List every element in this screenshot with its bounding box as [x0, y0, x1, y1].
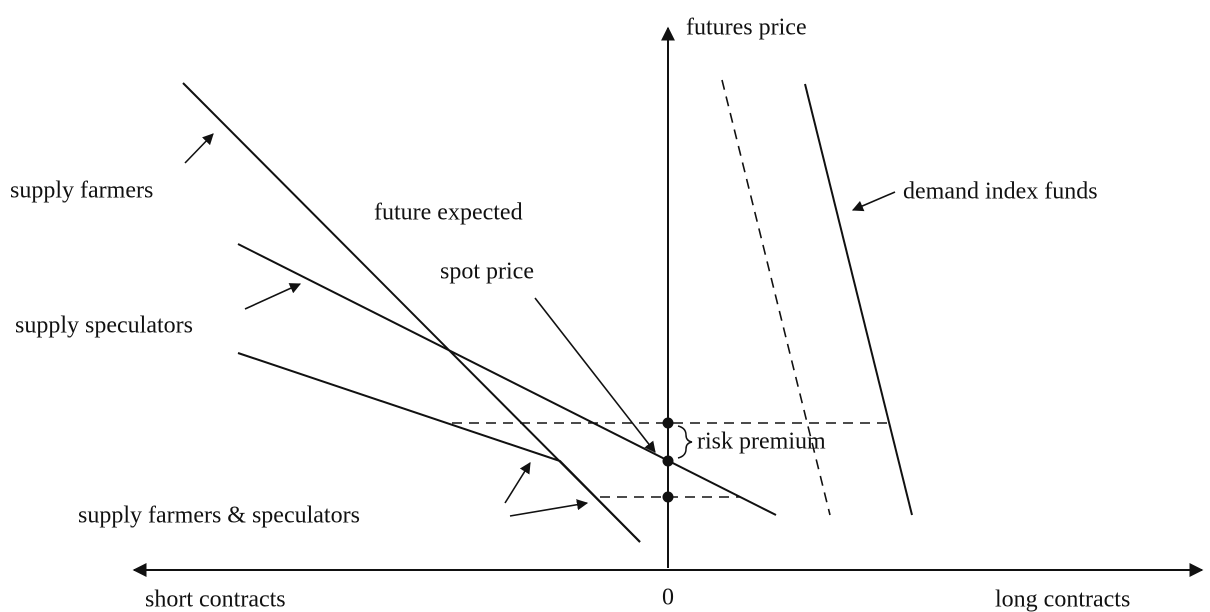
arrow: [534, 297, 656, 453]
y-axis-label: futures price: [686, 15, 807, 41]
dashed-demand-line: [721, 79, 831, 516]
label: spot price: [440, 259, 534, 285]
label: demand index funds: [903, 179, 1098, 205]
point: [662, 417, 674, 429]
point: [662, 455, 674, 467]
brace: [677, 425, 693, 459]
label: supply farmers & speculators: [78, 503, 360, 529]
supply-speculators-line: [237, 243, 777, 516]
supply-combined-line: [237, 352, 641, 543]
x-axis-right-label: long contracts: [995, 587, 1130, 612]
label: supply speculators: [15, 313, 193, 339]
arrow: [851, 191, 896, 212]
demand-index-funds-line: [804, 83, 913, 516]
arrow: [184, 133, 214, 164]
arrow: [509, 499, 589, 517]
arrow: [244, 283, 302, 310]
label: future expected: [374, 200, 523, 226]
origin-label: 0: [662, 585, 674, 611]
x-axis-left-label: short contracts: [145, 587, 286, 612]
label: risk premium: [697, 429, 826, 455]
label: supply farmers: [10, 178, 153, 204]
arrow: [504, 462, 531, 504]
point: [662, 491, 674, 503]
